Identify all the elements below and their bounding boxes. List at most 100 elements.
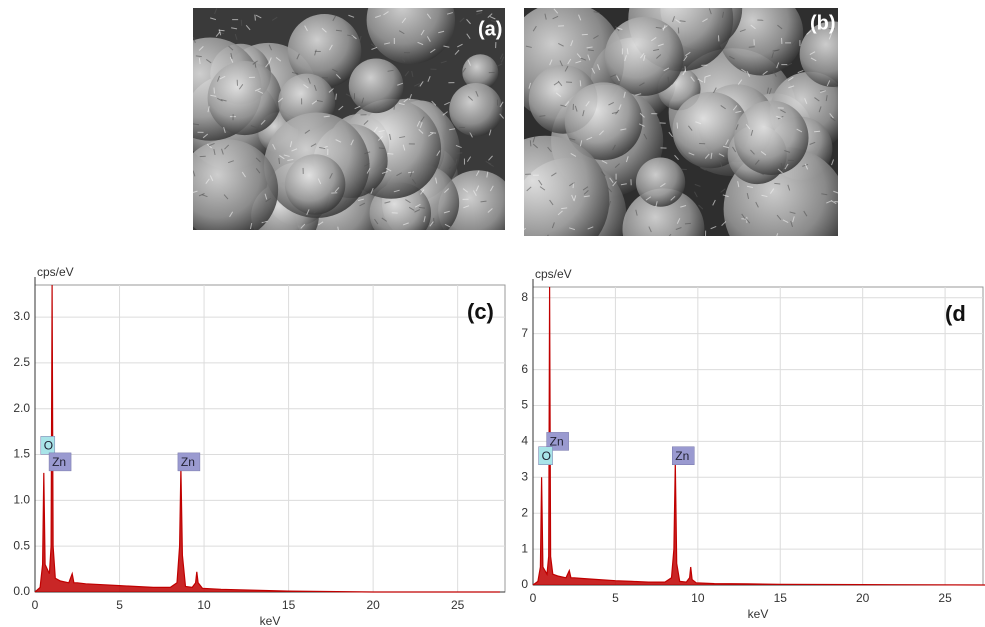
sem-flake	[487, 208, 493, 213]
sem-flake	[725, 139, 729, 146]
sem-particle	[799, 21, 838, 87]
sem-flake	[570, 153, 577, 157]
sem-flake	[490, 20, 497, 23]
sem-flake	[420, 116, 425, 122]
x-tick-label: 20	[856, 591, 870, 605]
sem-flake	[264, 193, 268, 200]
sem-flake	[403, 97, 409, 103]
sem-flake	[201, 194, 208, 198]
sem-flake	[375, 15, 382, 18]
sem-flake	[784, 163, 789, 170]
sem-flake	[193, 37, 196, 44]
sem-flake	[532, 143, 539, 149]
sem-flake	[291, 148, 298, 152]
sem-flake	[786, 62, 793, 67]
element-label: Zn	[550, 435, 564, 449]
sem-flake	[745, 218, 751, 224]
sem-flake	[532, 136, 536, 143]
y-tick-label: 0.0	[13, 584, 30, 598]
sem-flake	[612, 181, 617, 187]
x-tick-label: 10	[691, 591, 705, 605]
sem-flake	[553, 81, 560, 86]
sem-flake	[300, 223, 306, 229]
element-label: Zn	[181, 455, 195, 469]
element-label: O	[542, 449, 551, 463]
sem-flake	[371, 46, 378, 50]
sem-flake	[651, 36, 657, 42]
sem-flake	[568, 227, 575, 231]
sem-flake	[436, 150, 441, 156]
sem-flake	[480, 200, 487, 203]
sem-flake	[500, 56, 505, 63]
sem-flake	[593, 35, 599, 39]
sem-flake	[400, 56, 406, 63]
sem-flake	[758, 171, 764, 176]
sem-flake	[586, 46, 593, 49]
sem-flake	[560, 104, 567, 108]
sem-flake	[405, 199, 411, 204]
sem-flake	[695, 121, 702, 125]
sem-flake	[411, 70, 414, 77]
x-tick-label: 20	[366, 598, 380, 612]
sem-flake	[412, 179, 417, 185]
sem-flake	[729, 55, 735, 60]
sem-flake	[574, 105, 578, 112]
x-axis-label: keV	[748, 607, 769, 621]
sem-flake	[408, 206, 415, 211]
sem-flake	[591, 67, 596, 74]
sem-flake	[571, 194, 575, 201]
sem-flake	[396, 172, 402, 177]
sem-flake	[210, 17, 217, 21]
sem-flake	[676, 218, 681, 224]
sem-flake	[708, 8, 712, 15]
element-label-box	[177, 452, 201, 472]
y-tick-label: 2	[521, 505, 528, 519]
sem-flake	[567, 58, 572, 65]
sem-flake	[335, 93, 337, 100]
sem-flake	[254, 88, 261, 92]
sem-flake	[462, 188, 469, 193]
x-tick-label: 5	[116, 598, 123, 612]
sem-flake	[579, 80, 582, 87]
sem-flake	[746, 185, 753, 188]
sem-flake	[427, 75, 431, 82]
sem-flake	[217, 97, 223, 102]
sem-flake	[780, 166, 787, 170]
element-label-box	[546, 432, 569, 451]
x-tick-label: 10	[197, 598, 211, 612]
sem-flake	[809, 51, 816, 56]
sem-flake	[675, 227, 682, 230]
y-tick-label: 8	[521, 290, 528, 304]
sem-flake	[547, 146, 552, 153]
sem-flake	[306, 209, 310, 216]
sem-flake	[317, 178, 322, 185]
sem-flake	[418, 129, 424, 134]
sem-flake	[697, 78, 704, 83]
sem-flake	[830, 116, 836, 122]
y-tick-label: 4	[521, 434, 528, 448]
sem-flake	[373, 126, 378, 133]
sem-flake	[671, 79, 676, 85]
sem-flake	[704, 153, 710, 159]
sem-flake	[608, 101, 615, 106]
sem-flake	[790, 220, 793, 227]
y-tick-label: 1	[521, 541, 528, 555]
sem-flake	[776, 214, 782, 221]
sem-flake	[220, 98, 227, 102]
sem-flake	[539, 186, 546, 191]
sem-flake	[620, 128, 627, 131]
sem-flake	[713, 87, 717, 94]
sem-flake	[788, 85, 795, 89]
plot-area	[532, 286, 984, 586]
sem-flake	[249, 222, 253, 230]
sem-flake	[467, 60, 471, 66]
sem-particle	[718, 8, 804, 76]
sem-flake	[710, 152, 713, 159]
sem-flake	[268, 44, 273, 51]
sem-flake	[198, 193, 205, 197]
sem-flake	[446, 12, 453, 15]
sem-flake	[573, 195, 577, 202]
sem-flake	[745, 123, 751, 130]
sem-flake	[814, 97, 820, 102]
sem-flake	[780, 162, 783, 170]
